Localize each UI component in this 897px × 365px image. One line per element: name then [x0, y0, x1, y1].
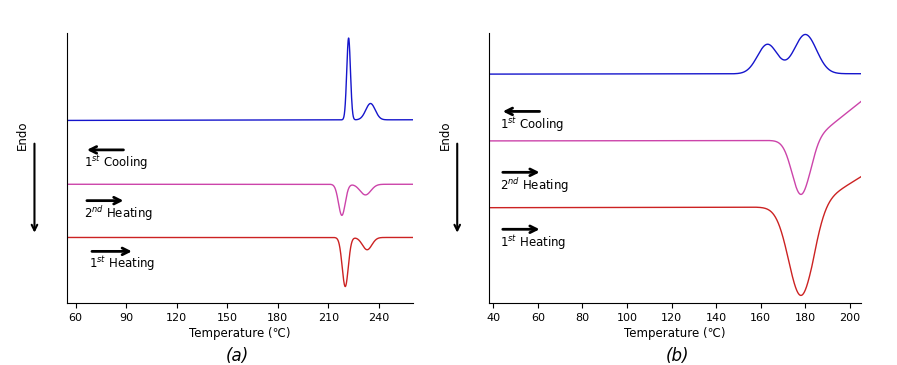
- X-axis label: Temperature (℃): Temperature (℃): [189, 327, 291, 340]
- Text: 1$^{st}$ Heating: 1$^{st}$ Heating: [500, 233, 566, 252]
- Text: 1$^{st}$ Cooling: 1$^{st}$ Cooling: [84, 153, 148, 172]
- Text: 2$^{nd}$ Heating: 2$^{nd}$ Heating: [84, 204, 153, 223]
- Text: Endo: Endo: [16, 120, 29, 150]
- X-axis label: Temperature (℃): Temperature (℃): [624, 327, 726, 340]
- Text: 1$^{st}$ Cooling: 1$^{st}$ Cooling: [500, 115, 564, 134]
- Text: 1$^{st}$ Heating: 1$^{st}$ Heating: [89, 255, 155, 273]
- Text: (a): (a): [226, 347, 249, 365]
- Text: Endo: Endo: [440, 120, 452, 150]
- Text: 2$^{nd}$ Heating: 2$^{nd}$ Heating: [500, 176, 569, 195]
- Text: (b): (b): [666, 347, 689, 365]
